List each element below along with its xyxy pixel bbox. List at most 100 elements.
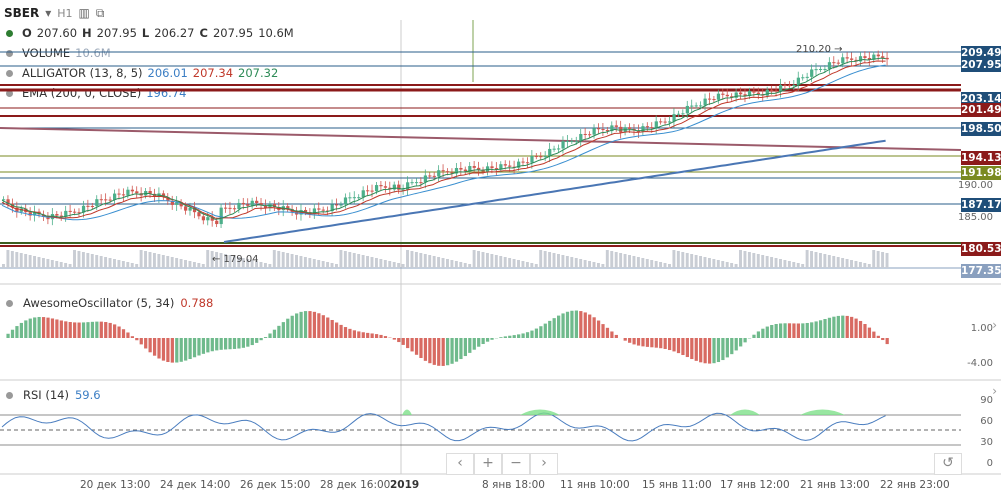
volume-bar [885, 253, 889, 268]
candle [801, 77, 805, 79]
ao-bar [499, 337, 503, 338]
volume-dot [6, 49, 13, 57]
ao-bar [881, 338, 885, 341]
volume-bar [184, 260, 187, 268]
time-axis-label: 22 янв 23:00 [880, 479, 950, 491]
candle [130, 189, 134, 192]
ao-bar [228, 338, 232, 350]
volume-bar [756, 254, 760, 268]
candle [570, 140, 574, 142]
volume-bar [623, 254, 627, 268]
candle [99, 199, 103, 201]
collapse-icon[interactable]: › [992, 384, 997, 398]
candle [19, 208, 23, 212]
collapse-icon[interactable]: › [992, 318, 997, 332]
ao-legend[interactable]: AwesomeOscillator (5, 34) 0.788 [6, 296, 213, 310]
volume-bar [10, 251, 14, 268]
volume-bar [104, 257, 108, 268]
volume-bar [779, 259, 782, 268]
candle [237, 202, 241, 209]
zoom-out-button[interactable]: − [502, 453, 530, 475]
candle [374, 185, 379, 192]
alligator-legend[interactable]: ALLIGATOR (13, 8, 5) 206.01 207.34 207.3… [6, 64, 278, 82]
scroll-left-button[interactable]: ‹ [446, 453, 474, 475]
volume-bar [867, 264, 871, 268]
rsi-axis-label: 60 [980, 416, 993, 427]
candle [192, 207, 197, 213]
symbol-label[interactable]: SBER [4, 6, 40, 20]
ao-bar [565, 311, 570, 338]
ao-bar [161, 338, 166, 361]
ao-bar [81, 322, 86, 338]
ao-bar [166, 338, 170, 363]
volume-bar [716, 260, 720, 268]
high-label: H [82, 26, 92, 40]
ao-bar [330, 319, 334, 338]
volume-bar [605, 250, 609, 268]
ao-bar [650, 338, 654, 348]
candle [867, 57, 872, 60]
bar-chart-icon[interactable]: ▥ [78, 6, 90, 20]
volume-bar [614, 252, 618, 268]
scroll-right-button[interactable]: › [530, 453, 558, 475]
ao-bar [117, 326, 121, 338]
ao-bar [46, 317, 50, 338]
candle [481, 169, 485, 172]
ao-bar [512, 335, 516, 338]
time-axis-label: 20 дек 13:00 [80, 479, 151, 491]
ao-bar [206, 338, 210, 353]
volume-bar [37, 257, 41, 268]
candle [539, 156, 543, 158]
ao-bar [601, 324, 605, 338]
ao-bar [783, 323, 787, 338]
candle [521, 161, 525, 163]
ao-bar [508, 335, 512, 338]
ao-bar [628, 338, 632, 343]
ao-bar [588, 314, 592, 338]
candle [330, 204, 334, 212]
volume-bar [503, 257, 507, 268]
reset-chart-button[interactable]: ↺ [934, 453, 962, 475]
rsi-legend[interactable]: RSI (14) 59.6 [6, 388, 101, 402]
ao-bar [281, 322, 285, 338]
ao-bar [428, 338, 432, 364]
compare-icon[interactable]: ⧉ [95, 5, 105, 20]
ema-line [223, 139, 886, 243]
volume-legend[interactable]: VOLUME 10.6M [6, 44, 111, 62]
volume-bar [348, 252, 352, 268]
candle [73, 211, 77, 213]
rsi-overbought-fill [730, 409, 760, 415]
volume-bar [59, 262, 63, 268]
price-tag: 180.53 [961, 242, 1001, 256]
ao-bar [623, 338, 627, 341]
timeframe-label[interactable]: H1 [57, 6, 73, 20]
candle [104, 199, 108, 201]
candle [410, 182, 414, 184]
ao-bar [641, 338, 645, 347]
candle [707, 98, 712, 100]
candle [663, 121, 667, 123]
ao-bar [557, 315, 561, 338]
candle [468, 166, 472, 172]
volume-bar [135, 264, 139, 268]
ao-bar [135, 338, 139, 341]
dropdown-icon[interactable]: ▾ [45, 6, 52, 20]
candle [188, 207, 192, 211]
candle [379, 185, 383, 187]
volume-bar [628, 255, 631, 268]
ao-bar [68, 322, 72, 338]
ao-bar [419, 338, 423, 358]
volume-bar [690, 254, 694, 268]
alligator-dot [6, 69, 13, 77]
ao-bar [224, 338, 228, 350]
ao-bar [108, 322, 112, 338]
ao-bar [845, 315, 849, 338]
zoom-in-button[interactable]: + [474, 453, 502, 475]
ao-bar [872, 331, 876, 338]
candle [68, 210, 72, 212]
ao-bar [86, 322, 90, 338]
ao-bar [463, 338, 467, 357]
ao-bar [201, 338, 206, 354]
volume-bar [392, 262, 396, 268]
